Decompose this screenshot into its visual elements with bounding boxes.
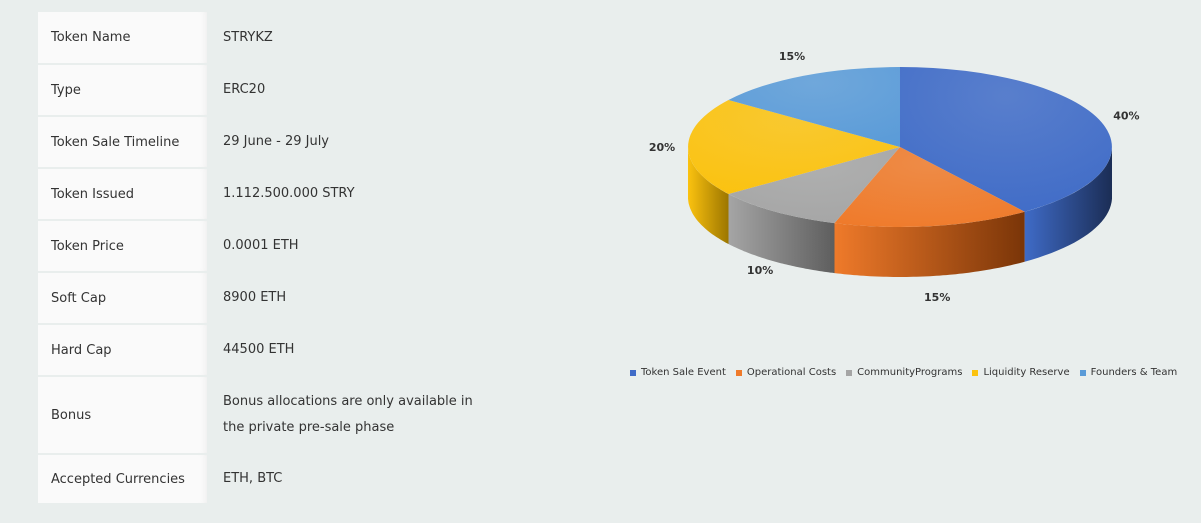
- pie-slice: [728, 67, 900, 147]
- legend-swatch: [735, 369, 742, 376]
- row-label: Type: [38, 64, 207, 116]
- pie-slice: [728, 147, 900, 224]
- table-row: Token Price 0.0001 ETH: [38, 220, 498, 272]
- row-value: 1.112.500.000 STRY: [207, 168, 498, 220]
- table-row: Token Name STRYKZ: [38, 12, 498, 64]
- data-label: 20%: [649, 141, 675, 154]
- pie-slice: [900, 67, 1112, 212]
- legend-swatch: [630, 369, 636, 376]
- table-row: Bonus Bonus allocations are only availabl…: [38, 376, 498, 454]
- table-row: Hard Cap 44500 ETH: [38, 324, 498, 376]
- legend-swatch: [1079, 369, 1086, 376]
- data-label: 40%: [1113, 110, 1139, 123]
- pie-slice: [834, 147, 1025, 228]
- data-label: 10%: [747, 264, 773, 277]
- row-value: Bonus allocations are only available in …: [207, 376, 498, 454]
- pie-side-0: [1024, 148, 1112, 262]
- pie-side-2: [728, 194, 835, 274]
- token-details-table: Token Name STRYKZ Type ERC20 Token Sale Time…: [38, 12, 498, 505]
- table-row: Soft Cap 8900 ETH: [38, 272, 498, 324]
- legend-swatch: [972, 369, 979, 376]
- table-row: Token Sale Timeline 29 June - 29 July: [38, 116, 498, 168]
- legend-label: Token Sale Event: [641, 367, 726, 378]
- data-label: 15%: [924, 291, 950, 304]
- chart-legend: Token Sale Event Operational Costs Communi…: [630, 367, 1177, 378]
- row-label: Accepted Currencies: [38, 454, 207, 504]
- row-value: 8900 ETH: [207, 272, 498, 324]
- pie-slice: [688, 100, 900, 194]
- row-label: Token Name: [38, 12, 207, 64]
- row-value: ERC20: [207, 64, 498, 116]
- row-value: 29 June - 29 July: [207, 116, 498, 168]
- pie-side-1: [834, 211, 1025, 277]
- row-value: ETH, BTC: [207, 454, 498, 504]
- table-row: Type ERC20: [38, 64, 498, 116]
- table-row: Token Issued 1.112.500.000 STRY: [38, 168, 498, 220]
- legend-item: Operational Costs: [735, 367, 837, 378]
- row-label: Soft Cap: [38, 272, 207, 324]
- row-value: 44500 ETH: [207, 324, 498, 376]
- row-label: Token Sale Timeline: [38, 116, 207, 168]
- token-distribution-chart: 40% 15% 10% 20% 15%: [600, 40, 1190, 400]
- table-row: Accepted Currencies ETH, BTC: [38, 454, 498, 504]
- legend-item: Liquidity Reserve: [972, 367, 1070, 378]
- row-value: STRYKZ: [207, 12, 498, 64]
- legend-label: Operational Costs: [746, 367, 837, 378]
- legend-item: Token Sale Event: [630, 367, 726, 378]
- legend-item: Founders & Team: [1079, 367, 1178, 378]
- legend-label: CommunityPrograms: [857, 367, 963, 378]
- pie-chart: 40% 15% 10% 20% 15%: [649, 50, 1140, 304]
- data-label: 15%: [779, 50, 805, 63]
- legend-item: CommunityPrograms: [846, 367, 962, 378]
- legend-label: Founders & Team: [1090, 367, 1178, 378]
- row-value: 0.0001 ETH: [207, 220, 498, 272]
- row-label: Token Issued: [38, 168, 207, 220]
- row-label: Hard Cap: [38, 324, 207, 376]
- legend-swatch: [846, 369, 853, 376]
- pie-side-3: [688, 147, 729, 244]
- row-label: Bonus: [38, 376, 207, 454]
- legend-label: Liquidity Reserve: [983, 367, 1070, 378]
- row-label: Token Price: [38, 220, 207, 272]
